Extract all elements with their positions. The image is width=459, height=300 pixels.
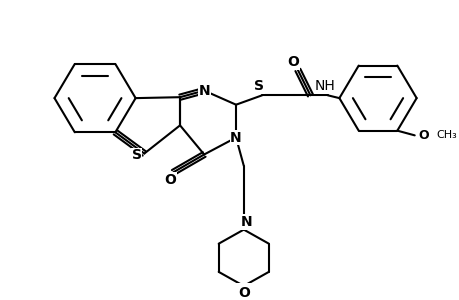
Text: O: O [286, 56, 298, 69]
Text: N: N [230, 130, 241, 145]
Text: S: S [254, 79, 263, 93]
Text: N: N [241, 215, 252, 229]
Text: N: N [198, 84, 210, 98]
Text: O: O [164, 173, 176, 187]
Text: O: O [418, 129, 428, 142]
Text: S: S [131, 148, 141, 162]
Text: O: O [237, 286, 249, 300]
Text: NH: NH [314, 79, 335, 93]
Text: CH₃: CH₃ [435, 130, 456, 140]
